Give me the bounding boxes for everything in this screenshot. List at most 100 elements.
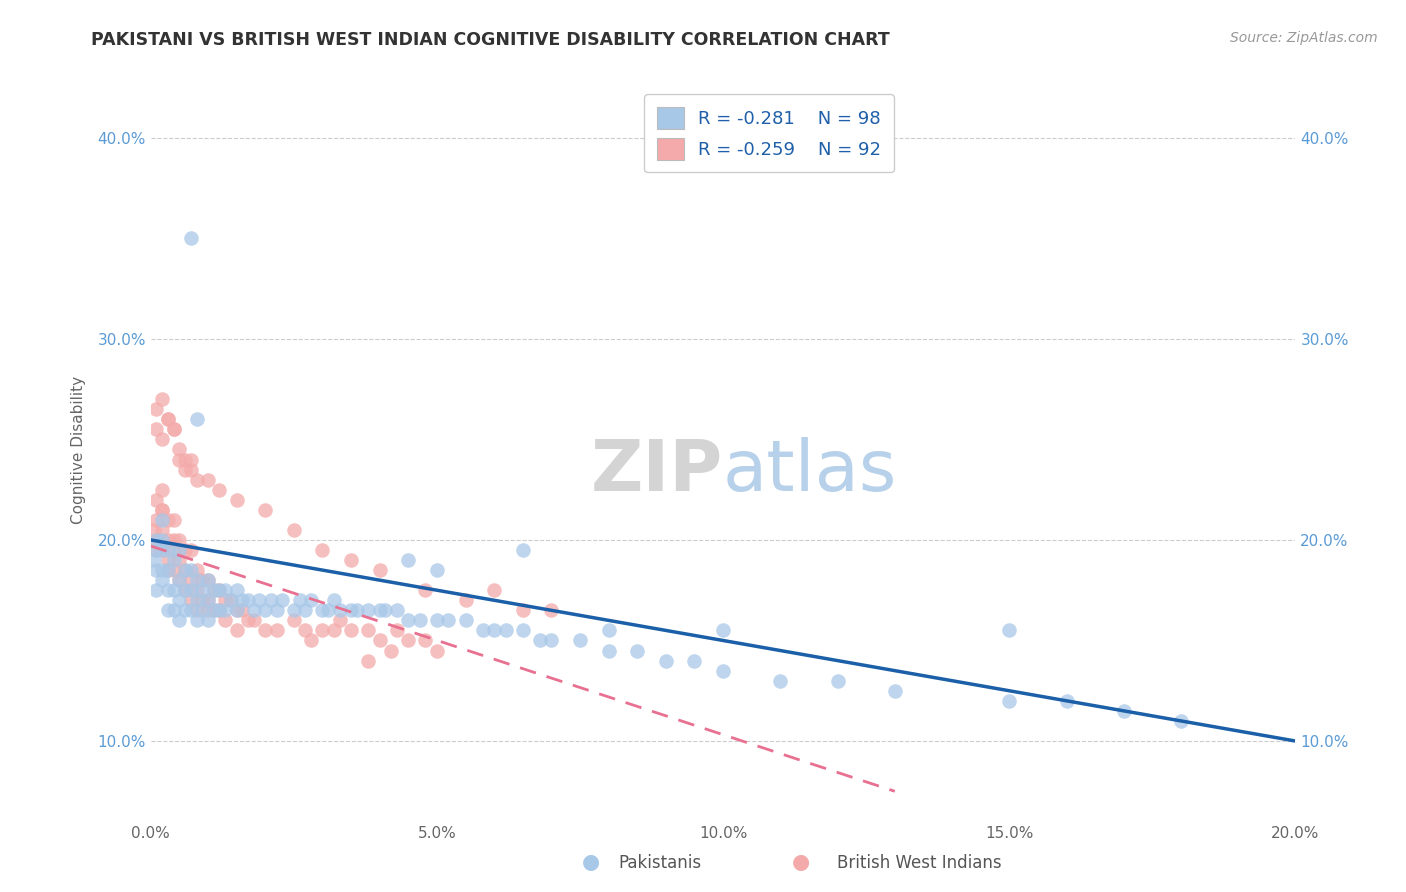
Legend: R = -0.281    N = 98, R = -0.259    N = 92: R = -0.281 N = 98, R = -0.259 N = 92 xyxy=(644,94,894,172)
Point xyxy=(169,442,191,457)
Point xyxy=(174,563,197,577)
Point xyxy=(145,543,167,558)
Point xyxy=(249,593,271,607)
Point xyxy=(495,624,517,638)
Point xyxy=(186,583,208,598)
Point xyxy=(769,673,792,688)
Point xyxy=(145,533,167,547)
Point xyxy=(482,583,505,598)
Point xyxy=(219,593,242,607)
Point xyxy=(214,603,236,617)
Point xyxy=(156,543,179,558)
Point xyxy=(208,603,231,617)
Point xyxy=(162,513,184,527)
Point xyxy=(162,583,184,598)
Text: PAKISTANI VS BRITISH WEST INDIAN COGNITIVE DISABILITY CORRELATION CHART: PAKISTANI VS BRITISH WEST INDIAN COGNITI… xyxy=(91,31,890,49)
Point xyxy=(396,553,419,567)
Point xyxy=(454,613,477,627)
Point xyxy=(454,593,477,607)
Point xyxy=(540,603,562,617)
Point xyxy=(512,543,534,558)
Point xyxy=(254,624,277,638)
Point xyxy=(197,573,219,587)
Point xyxy=(202,603,225,617)
Point xyxy=(142,523,165,537)
Point xyxy=(512,624,534,638)
Point xyxy=(214,613,236,627)
Point xyxy=(180,231,202,245)
Point xyxy=(202,603,225,617)
Point xyxy=(311,543,333,558)
Point xyxy=(374,603,396,617)
Point xyxy=(186,593,208,607)
Point xyxy=(169,573,191,587)
Point xyxy=(208,583,231,598)
Point xyxy=(409,613,432,627)
Point xyxy=(169,543,191,558)
Point xyxy=(174,583,197,598)
Point xyxy=(150,573,173,587)
Point xyxy=(186,613,208,627)
Point xyxy=(180,563,202,577)
Point xyxy=(162,553,184,567)
Point xyxy=(197,573,219,587)
Text: ZIP: ZIP xyxy=(591,437,723,507)
Point xyxy=(231,593,253,607)
Text: Source: ZipAtlas.com: Source: ZipAtlas.com xyxy=(1230,31,1378,45)
Point xyxy=(322,624,344,638)
Point xyxy=(162,563,184,577)
Point xyxy=(169,533,191,547)
Point xyxy=(197,593,219,607)
Point xyxy=(186,412,208,426)
Point xyxy=(142,553,165,567)
Point xyxy=(169,452,191,467)
Point xyxy=(145,543,167,558)
Point xyxy=(197,593,219,607)
Text: atlas: atlas xyxy=(723,437,897,507)
Y-axis label: Cognitive Disability: Cognitive Disability xyxy=(72,376,86,524)
Point xyxy=(329,613,352,627)
Point xyxy=(150,533,173,547)
Point xyxy=(299,633,322,648)
Text: ●: ● xyxy=(793,853,810,872)
Point xyxy=(598,624,620,638)
Point xyxy=(162,422,184,436)
Point xyxy=(329,603,352,617)
Point xyxy=(385,603,408,617)
Point xyxy=(180,573,202,587)
Point xyxy=(529,633,551,648)
Point xyxy=(266,603,288,617)
Point xyxy=(569,633,592,648)
Point xyxy=(180,593,202,607)
Point xyxy=(169,613,191,627)
Point xyxy=(174,563,197,577)
Point xyxy=(225,492,247,507)
Point xyxy=(236,613,259,627)
Point xyxy=(231,603,253,617)
Point xyxy=(180,452,202,467)
Point xyxy=(346,603,368,617)
Point xyxy=(191,603,214,617)
Point xyxy=(186,563,208,577)
Point xyxy=(322,593,344,607)
Point xyxy=(169,593,191,607)
Point xyxy=(655,654,678,668)
Point xyxy=(236,593,259,607)
Text: ●: ● xyxy=(582,853,599,872)
Point xyxy=(191,583,214,598)
Point xyxy=(368,633,391,648)
Point xyxy=(145,492,167,507)
Point xyxy=(683,654,706,668)
Point xyxy=(150,502,173,516)
Point xyxy=(197,613,219,627)
Point xyxy=(150,523,173,537)
Point xyxy=(225,583,247,598)
Point xyxy=(998,694,1021,708)
Text: Pakistanis: Pakistanis xyxy=(619,855,702,872)
Point xyxy=(162,603,184,617)
Point xyxy=(827,673,849,688)
Point xyxy=(254,502,277,516)
Point xyxy=(396,633,419,648)
Point xyxy=(340,553,363,567)
Text: British West Indians: British West Indians xyxy=(837,855,1001,872)
